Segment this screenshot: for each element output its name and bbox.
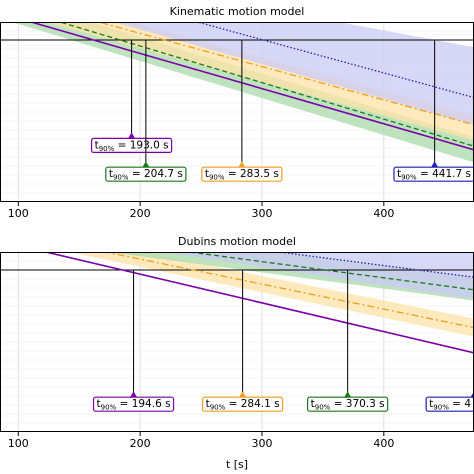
x-tick-label: 100	[8, 207, 29, 220]
annotation-marker	[238, 161, 246, 168]
x-tick-label: 400	[373, 207, 394, 220]
annotation-box	[307, 396, 389, 412]
confidence-band-2	[108, 252, 474, 301]
series-line-1	[102, 252, 474, 329]
x-tick-label: 200	[130, 437, 151, 450]
annotation-marker	[239, 391, 247, 398]
chart1-panel: t90% = 193.0 s t90% = 204.7 s t90% = 283.5…	[0, 22, 474, 220]
series-line-0	[28, 22, 474, 151]
series-line-0	[42, 252, 474, 354]
x-tick-label: 100	[8, 437, 29, 450]
annotation-label: t90% = 283.5 s	[205, 168, 279, 182]
annotation-box	[425, 396, 474, 412]
annotation-marker	[142, 161, 150, 168]
confidence-band-1	[11, 22, 474, 163]
annotation-box	[393, 166, 474, 182]
series-line-2	[96, 22, 474, 126]
x-tick-label: 300	[251, 437, 272, 450]
confidence-band-2	[45, 22, 474, 141]
annotation-box	[90, 137, 173, 153]
chart2-panel: t90% = 194.6 s t90% = 284.1 s t90% = 370.3…	[0, 252, 474, 450]
annotation-label: t90% = 441.7 s	[397, 168, 471, 182]
annotation-label: t90% = 194.6 s	[97, 398, 171, 412]
x-tick-label: 200	[130, 207, 151, 220]
annotation-box	[201, 396, 284, 412]
annotation-box	[92, 396, 175, 412]
confidence-band-3	[165, 252, 474, 299]
series-line-1	[57, 22, 474, 147]
annotation-label: t90% = 193.0 s	[95, 139, 169, 153]
x-tick-label: 300	[251, 207, 272, 220]
annotation-label: t90% = 4	[429, 398, 471, 412]
annotation-marker	[128, 132, 136, 139]
annotation-box	[201, 166, 283, 182]
chart2-xlabel: t [s]	[226, 458, 248, 471]
x-tick-label: 400	[373, 437, 394, 450]
annotation-label: t90% = 204.7 s	[109, 168, 183, 182]
annotation-marker	[344, 391, 352, 398]
annotation-box	[105, 166, 187, 182]
annotation-marker	[431, 161, 439, 168]
annotation-label: t90% = 370.3 s	[311, 398, 385, 412]
confidence-band-3	[113, 22, 474, 125]
annotation-marker	[130, 391, 138, 398]
annotation-label: t90% = 284.1 s	[206, 398, 280, 412]
series-line-3	[195, 22, 474, 99]
chart2-title: Dubins motion model	[178, 235, 296, 248]
chart1-title: Kinematic motion model	[170, 5, 305, 18]
confidence-band-1	[68, 252, 474, 337]
